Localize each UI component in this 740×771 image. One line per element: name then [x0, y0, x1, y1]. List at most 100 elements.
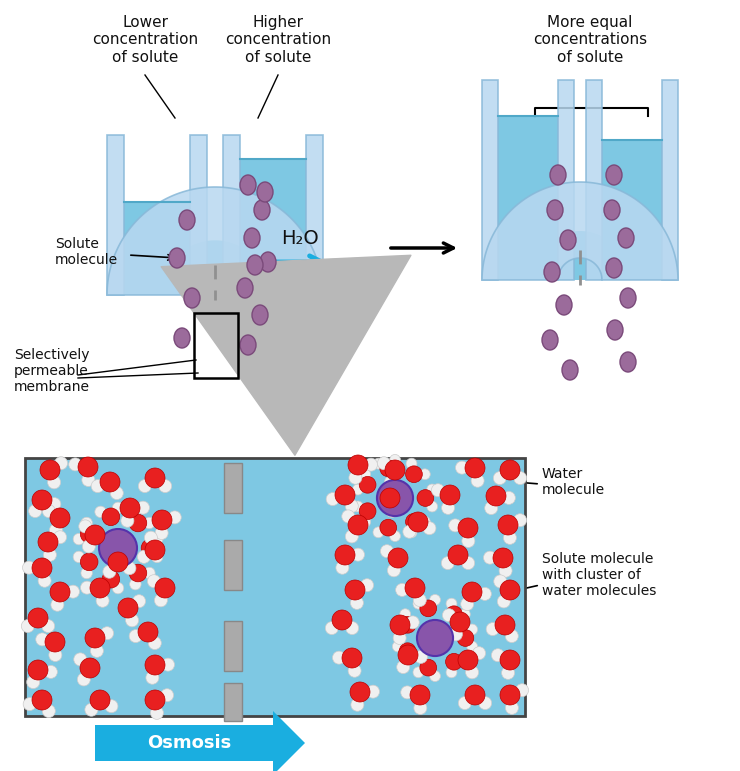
Circle shape [145, 655, 165, 675]
Circle shape [81, 525, 98, 543]
Ellipse shape [618, 228, 634, 248]
Circle shape [352, 548, 365, 561]
Circle shape [168, 511, 181, 524]
Circle shape [352, 501, 363, 512]
Circle shape [502, 666, 514, 679]
Polygon shape [124, 202, 190, 295]
Circle shape [80, 658, 100, 678]
Ellipse shape [184, 288, 200, 308]
Text: Osmosis: Osmosis [147, 734, 231, 752]
Circle shape [401, 686, 414, 699]
Polygon shape [161, 241, 269, 295]
Circle shape [486, 623, 500, 635]
Circle shape [144, 567, 155, 579]
Circle shape [393, 631, 406, 645]
Polygon shape [240, 159, 306, 295]
Circle shape [351, 596, 363, 609]
Circle shape [348, 455, 368, 475]
Circle shape [99, 529, 137, 567]
Circle shape [514, 513, 527, 527]
Text: Selectively
permeable
membrane: Selectively permeable membrane [14, 348, 90, 395]
Bar [223, 540, 241, 590]
Circle shape [69, 458, 81, 471]
Circle shape [47, 476, 61, 489]
Text: Lower
concentration
of solute: Lower concentration of solute [92, 15, 198, 65]
Circle shape [112, 502, 124, 513]
Circle shape [516, 684, 528, 697]
Circle shape [126, 614, 138, 627]
Circle shape [406, 458, 417, 469]
Circle shape [514, 472, 527, 485]
Circle shape [141, 539, 159, 557]
Circle shape [28, 608, 48, 628]
Circle shape [346, 621, 359, 635]
Circle shape [465, 685, 485, 705]
Circle shape [360, 469, 371, 480]
Bar [482, 80, 498, 280]
Circle shape [77, 673, 90, 686]
Ellipse shape [544, 262, 560, 282]
Circle shape [360, 579, 374, 591]
Ellipse shape [542, 330, 558, 350]
Polygon shape [602, 140, 662, 280]
Circle shape [405, 578, 425, 598]
Circle shape [389, 530, 400, 541]
Circle shape [461, 598, 474, 611]
Circle shape [112, 582, 124, 594]
Circle shape [145, 468, 165, 488]
Circle shape [373, 458, 384, 469]
Circle shape [73, 551, 84, 563]
Circle shape [442, 501, 454, 514]
Bar [223, 135, 240, 295]
Text: Solute molecule
with cluster of
water molecules: Solute molecule with cluster of water mo… [542, 552, 656, 598]
Circle shape [505, 630, 518, 642]
Circle shape [132, 594, 146, 608]
Circle shape [78, 457, 98, 477]
Circle shape [332, 651, 346, 664]
Circle shape [81, 553, 98, 571]
Circle shape [22, 561, 36, 574]
Circle shape [146, 672, 159, 684]
Circle shape [90, 578, 110, 598]
Circle shape [427, 484, 437, 495]
Circle shape [138, 550, 150, 564]
Circle shape [90, 690, 110, 710]
Circle shape [365, 458, 377, 471]
Circle shape [158, 480, 172, 493]
Circle shape [41, 620, 55, 632]
Text: H₂O: H₂O [281, 229, 319, 248]
Circle shape [400, 643, 416, 659]
Circle shape [389, 454, 400, 466]
Circle shape [95, 578, 107, 590]
Circle shape [332, 610, 352, 630]
Ellipse shape [562, 360, 578, 380]
Circle shape [138, 480, 151, 493]
Circle shape [73, 534, 84, 545]
Circle shape [32, 690, 52, 710]
Circle shape [495, 615, 515, 635]
Ellipse shape [237, 278, 253, 298]
Circle shape [345, 580, 365, 600]
Circle shape [406, 616, 420, 629]
Circle shape [420, 469, 430, 480]
Text: Solute
molecule: Solute molecule [55, 237, 118, 267]
Circle shape [144, 517, 155, 529]
Circle shape [348, 515, 368, 535]
Circle shape [346, 500, 358, 513]
Circle shape [387, 564, 400, 577]
Ellipse shape [607, 320, 623, 340]
Circle shape [448, 519, 462, 532]
Ellipse shape [169, 248, 185, 268]
Circle shape [430, 594, 440, 605]
Circle shape [40, 460, 60, 480]
Circle shape [50, 582, 70, 602]
Circle shape [465, 666, 479, 678]
Circle shape [458, 518, 478, 538]
Circle shape [478, 588, 491, 601]
Bar [586, 80, 602, 280]
Circle shape [366, 685, 380, 699]
Circle shape [101, 627, 113, 640]
Circle shape [44, 665, 58, 678]
Circle shape [359, 503, 376, 520]
Circle shape [380, 488, 400, 508]
